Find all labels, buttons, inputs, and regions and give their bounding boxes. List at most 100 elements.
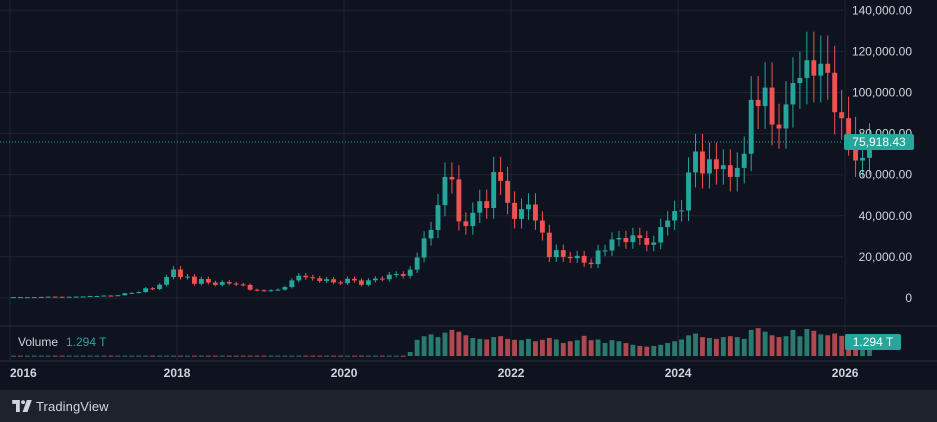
volume-bar	[164, 355, 170, 357]
volume-bar	[644, 346, 650, 356]
candle-body	[860, 157, 865, 161]
candle-body	[588, 262, 594, 265]
candle-body	[741, 153, 747, 168]
volume-bar	[512, 339, 517, 356]
volume-legend[interactable]: Volume 1.294 T	[18, 335, 107, 349]
volume-bar	[463, 335, 469, 356]
candle-body	[407, 269, 413, 276]
volume-bar	[261, 355, 267, 357]
volume-bar	[407, 352, 413, 356]
volume-bar	[602, 343, 608, 356]
volume-bar	[741, 338, 747, 356]
volume-bar	[539, 339, 545, 356]
candle-body	[755, 99, 761, 107]
candle-body	[45, 296, 51, 298]
volume-badge-label: 1.294 T	[853, 335, 894, 349]
volume-bar	[198, 355, 204, 357]
volume-bar	[776, 337, 782, 356]
candle-body	[651, 242, 657, 245]
candle-body	[769, 87, 775, 125]
candle-body	[679, 210, 685, 212]
candle-body	[595, 250, 601, 265]
volume-bar	[574, 340, 580, 356]
volume-bar	[748, 329, 754, 356]
candle-body	[720, 165, 726, 170]
candle-body	[386, 274, 392, 280]
candle-body	[526, 204, 531, 210]
x-tick-label: 2016	[10, 366, 37, 380]
time-axis[interactable]: 2016 2018 2020 2022 2024 2026	[10, 366, 859, 380]
volume-bar	[456, 331, 462, 356]
volume-bar	[87, 355, 93, 357]
volume-bar	[581, 335, 587, 356]
volume-bar	[345, 355, 350, 357]
candle-body	[359, 280, 364, 285]
candle-body	[553, 250, 559, 258]
candle-body	[658, 227, 664, 243]
volume-bar	[491, 337, 497, 356]
volume-bar	[352, 355, 357, 357]
candle-body	[191, 276, 197, 284]
volume-bar	[205, 355, 211, 357]
volume-bar	[108, 355, 114, 357]
candle-body	[129, 292, 135, 294]
candle-body	[456, 179, 462, 222]
volume-bar	[115, 355, 121, 357]
volume-bar	[588, 340, 594, 356]
candle-body	[261, 290, 267, 292]
candle-body	[512, 202, 517, 219]
candle-body	[80, 296, 86, 298]
tradingview-logo[interactable]: TradingView	[12, 399, 109, 414]
volume-bar	[734, 337, 740, 356]
volume-bar	[52, 355, 58, 357]
candle-body	[303, 275, 309, 278]
candle-body	[185, 276, 190, 278]
candlestick-chart[interactable]: 140,000.00120,000.00100,000.0080,000.006…	[0, 0, 937, 390]
candle-body	[491, 172, 497, 208]
volume-bar	[832, 333, 838, 356]
candle-body	[665, 220, 671, 228]
candle-body	[713, 159, 719, 170]
candle-body	[644, 237, 650, 245]
volume-bar	[526, 338, 531, 356]
volume-bar	[282, 355, 288, 357]
candle-body	[400, 274, 406, 276]
volume-bar	[73, 355, 79, 357]
candle-body	[727, 165, 733, 177]
candle-body	[498, 172, 504, 181]
volume-bar	[637, 345, 643, 356]
volume-bar	[713, 338, 719, 356]
volume-bar	[191, 355, 197, 357]
volume-bar	[449, 329, 455, 356]
candle-body	[435, 205, 441, 230]
candle-body	[136, 292, 142, 294]
volume-bar	[630, 344, 636, 356]
candle-body	[421, 238, 427, 258]
volume-bar	[769, 335, 775, 356]
candle-body	[623, 237, 629, 243]
volume-label: Volume	[18, 335, 58, 349]
volume-bar	[212, 355, 218, 357]
candle-body	[706, 159, 712, 174]
candle-body	[289, 280, 295, 288]
candle-body	[783, 104, 789, 129]
volume-bar	[143, 355, 149, 357]
candle-body	[804, 60, 810, 78]
last-price-label: 75,918.43	[852, 135, 906, 149]
volume-bar	[185, 355, 190, 357]
volume-bar	[762, 331, 768, 356]
volume-bar	[324, 355, 330, 357]
volume-bar	[240, 355, 246, 357]
volume-bar	[679, 339, 685, 356]
volume-bar	[254, 355, 260, 357]
candle-body	[470, 212, 476, 227]
footer: TradingView	[0, 390, 937, 422]
price-axis[interactable]: 140,000.00120,000.00100,000.0080,000.006…	[852, 3, 912, 305]
volume-bar	[331, 355, 337, 357]
candle-body	[686, 172, 691, 211]
volume-bar	[533, 341, 538, 356]
volume-bar	[365, 355, 371, 357]
x-tick-label: 2024	[665, 366, 692, 380]
volume-bar	[317, 355, 323, 357]
volume-bar	[609, 340, 615, 356]
